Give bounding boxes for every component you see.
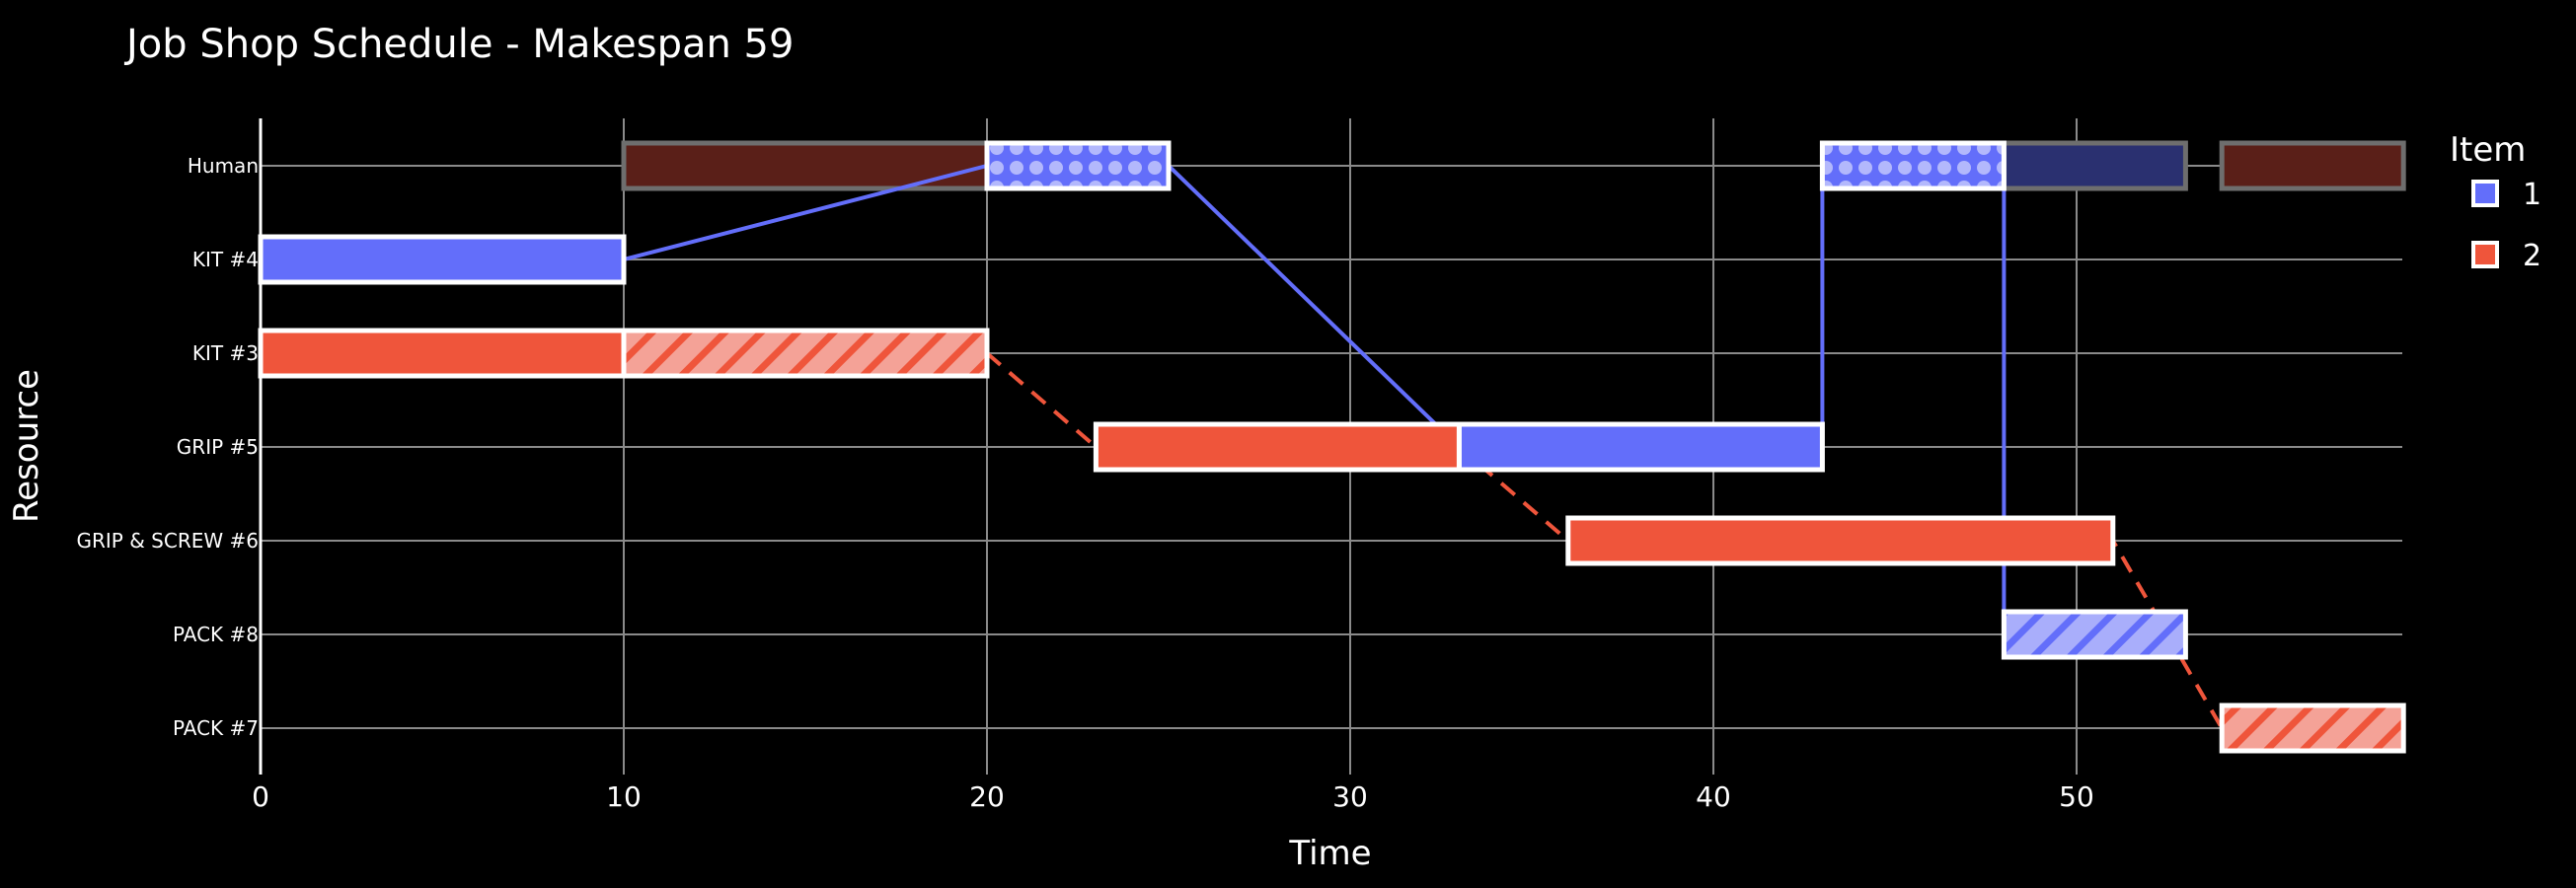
y-tick-label: GRIP & SCREW #6 <box>77 529 259 553</box>
y-tick-label: Human <box>188 154 259 178</box>
task-bar <box>1565 515 2116 566</box>
item-route-line <box>985 351 2224 730</box>
human-background-bar <box>2001 140 2188 191</box>
task-bar <box>258 234 627 285</box>
x-axis-title: Time <box>1288 834 1371 873</box>
task-bar <box>258 328 627 379</box>
y-tick-label: GRIP #5 <box>177 435 259 459</box>
legend-swatch <box>2471 180 2499 207</box>
task-bar <box>621 328 990 379</box>
y-tick-label: KIT #3 <box>192 341 259 365</box>
y-tick-label: PACK #8 <box>173 623 259 646</box>
task-bars <box>258 140 2406 754</box>
x-tick-label: 20 <box>969 780 1005 813</box>
y-axis-title: Resource <box>7 369 46 523</box>
y-axis-tick-labels: Human KIT #4 KIT #3 GRIP #5 GRIP & SCREW #6 P… <box>77 154 259 740</box>
task-bar <box>1456 421 1825 473</box>
legend-label: 1 <box>2523 178 2541 212</box>
task-bar <box>2001 609 2188 660</box>
task-bar <box>2219 703 2406 754</box>
x-tick-label: 0 <box>252 780 269 813</box>
human-background-bars <box>621 140 2406 191</box>
legend-title: Item <box>2450 130 2526 170</box>
task-bar <box>984 140 1172 191</box>
legend-swatch <box>2471 241 2499 268</box>
chart-title: Job Shop Schedule - Makespan 59 <box>123 22 794 67</box>
task-bar <box>1819 140 2007 191</box>
y-tick-label: KIT #4 <box>192 248 259 271</box>
task-bar <box>1093 421 1462 473</box>
legend-label: 2 <box>2523 239 2541 273</box>
human-background-bar <box>2219 140 2406 191</box>
x-tick-label: 10 <box>606 780 642 813</box>
y-tick-label: PACK #7 <box>173 716 259 740</box>
x-tick-label: 30 <box>1332 780 1368 813</box>
x-axis-tick-labels: 0 10 20 30 40 50 <box>252 780 2094 813</box>
x-tick-label: 40 <box>1696 780 1731 813</box>
x-tick-label: 50 <box>2059 780 2094 813</box>
legend: Item 1 2 <box>2450 130 2541 273</box>
